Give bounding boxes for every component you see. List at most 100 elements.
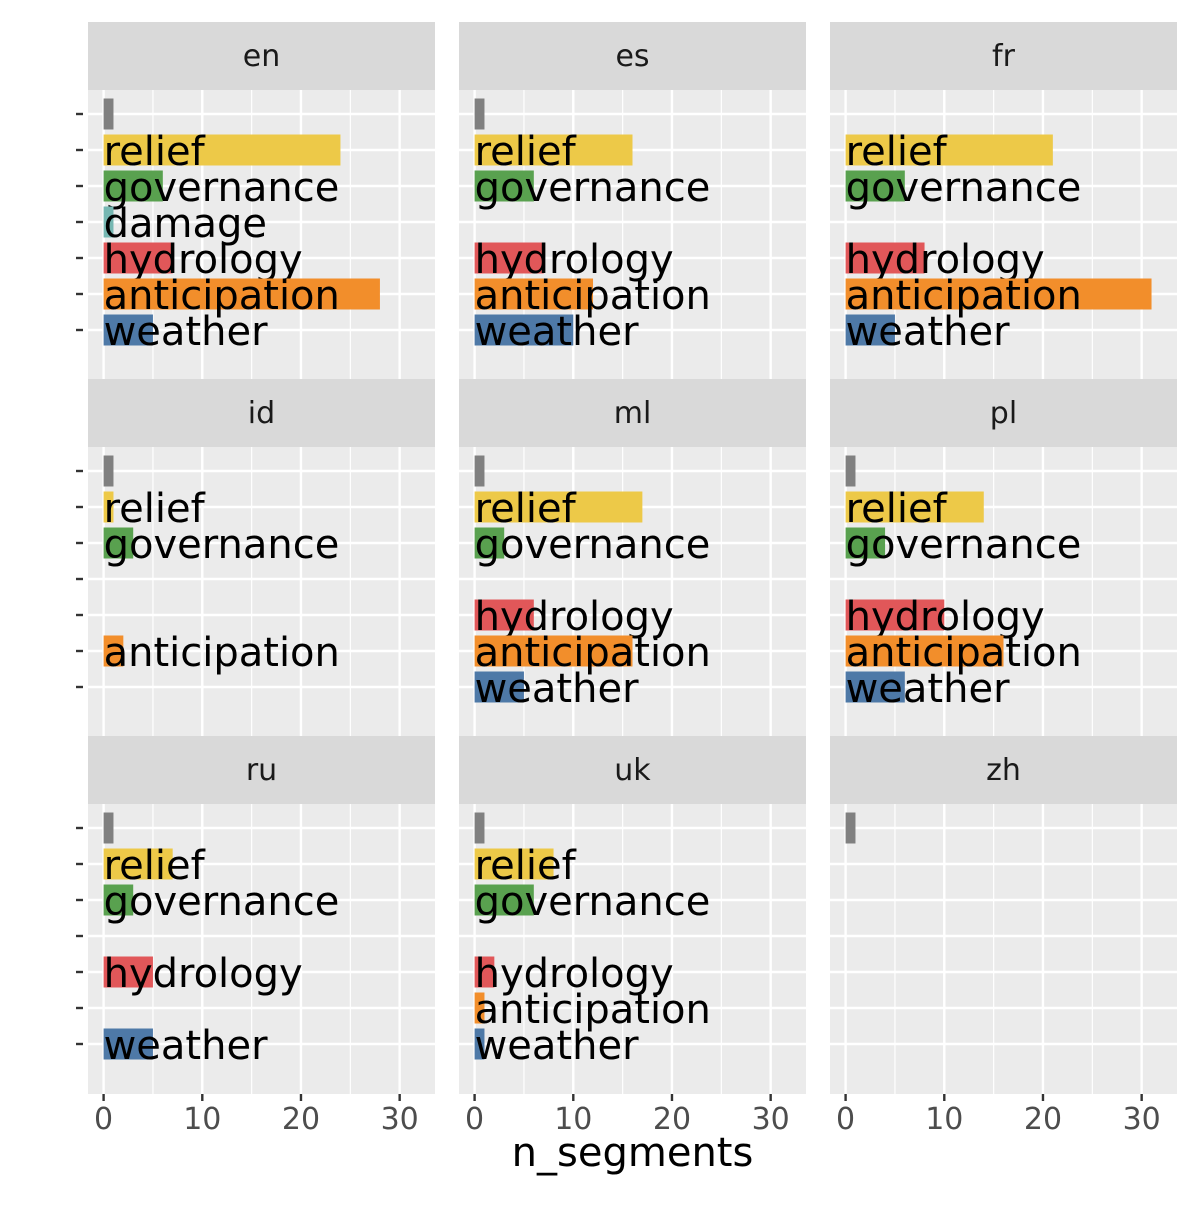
bar-hydrology — [474, 242, 544, 274]
bar-anticipation — [103, 635, 124, 667]
bar-weather — [103, 314, 153, 346]
bar-blank — [103, 812, 114, 844]
bar-weather — [474, 1028, 485, 1060]
bar-weather — [103, 1028, 153, 1060]
x-tick-label: 20 — [282, 1102, 320, 1137]
bar-label-weather: weather — [846, 666, 1010, 712]
bar-label-anticipation: anticipation — [846, 273, 1082, 319]
bar-label-weather: weather — [104, 1023, 268, 1069]
bar-label-relief: relief — [475, 486, 577, 532]
bar-label-anticipation: anticipation — [104, 630, 340, 676]
x-tick-label: 10 — [925, 1102, 963, 1137]
facet-strip-label: ml — [614, 396, 652, 431]
facet-strip — [88, 22, 435, 90]
bar-label-relief: relief — [104, 486, 206, 532]
bar-label-weather: weather — [104, 309, 268, 355]
bar-label-hydrology: hydrology — [475, 951, 674, 997]
x-tick-label: 20 — [1024, 1102, 1062, 1137]
bar-label-relief: relief — [475, 129, 577, 175]
bar-label-relief: relief — [846, 486, 948, 532]
bar-relief — [103, 491, 114, 523]
facet-strip-label: id — [248, 396, 275, 431]
facet-strip — [459, 22, 806, 90]
bar-label-governance: governance — [475, 165, 711, 211]
bar-anticipation — [103, 278, 380, 310]
bar-blank — [845, 455, 856, 487]
facet-strip — [830, 22, 1177, 90]
bar-anticipation — [845, 278, 1152, 310]
facet-strip-label: uk — [614, 753, 651, 788]
bar-weather — [845, 314, 895, 346]
facet-panel-zh: zh 0 10 20 30 — [830, 736, 1177, 1137]
bar-governance — [103, 527, 134, 559]
x-tick-label: 10 — [183, 1102, 221, 1137]
bar-relief — [103, 848, 173, 880]
bar-label-relief: relief — [475, 843, 577, 889]
bar-blank — [474, 455, 485, 487]
bar-relief — [845, 134, 1053, 166]
facet-strip-label: fr — [992, 39, 1016, 74]
bar-label-governance: governance — [104, 165, 340, 211]
facet-strip — [459, 379, 806, 447]
facet-strip-label: ru — [246, 753, 277, 788]
bar-label-weather: weather — [846, 309, 1010, 355]
bar-label-hydrology: hydrology — [104, 237, 303, 283]
bar-governance — [103, 170, 163, 202]
bar-damage — [103, 206, 114, 238]
bar-blank — [474, 812, 485, 844]
x-tick-label: 0 — [94, 1102, 113, 1137]
bar-label-governance: governance — [846, 522, 1082, 568]
bar-label-anticipation: anticipation — [475, 630, 711, 676]
bar-hydrology — [474, 956, 495, 988]
bar-label-hydrology: hydrology — [475, 237, 674, 283]
bar-label-anticipation: anticipation — [104, 273, 340, 319]
bar-label-anticipation: anticipation — [475, 273, 711, 319]
facet-strip-label: zh — [986, 753, 1021, 788]
facet-strip-label: en — [243, 39, 280, 74]
bar-label-governance: governance — [475, 522, 711, 568]
x-tick-label: 20 — [653, 1102, 691, 1137]
bar-hydrology — [103, 956, 153, 988]
panel-background — [88, 447, 435, 737]
bar-weather — [845, 671, 905, 703]
facet-panel-en: en reliefgovernancedamagehydrologyanticip… — [76, 22, 435, 380]
bar-label-hydrology: hydrology — [846, 237, 1045, 283]
bar-hydrology — [103, 242, 173, 274]
x-tick-label: 0 — [836, 1102, 855, 1137]
bar-governance — [845, 527, 886, 559]
bar-hydrology — [845, 599, 945, 631]
x-axis-title: n_segments — [512, 1130, 754, 1176]
bar-anticipation — [474, 992, 485, 1024]
bar-label-relief: relief — [104, 129, 206, 175]
bar-label-anticipation: anticipation — [475, 987, 711, 1033]
bar-label-governance: governance — [104, 522, 340, 568]
bar-label-anticipation: anticipation — [846, 630, 1082, 676]
bar-governance — [474, 170, 534, 202]
facet-strip — [830, 736, 1177, 804]
panel-background — [830, 804, 1177, 1094]
bar-blank — [103, 98, 114, 130]
bar-label-governance: governance — [104, 879, 340, 925]
bar-governance — [103, 884, 134, 916]
bar-relief — [474, 134, 633, 166]
bar-label-weather: weather — [475, 1023, 639, 1069]
bar-weather — [474, 671, 524, 703]
bar-label-damage: damage — [104, 201, 267, 247]
bar-label-hydrology: hydrology — [475, 594, 674, 640]
facet-strip-label: es — [615, 39, 649, 74]
bar-label-hydrology: hydrology — [846, 594, 1045, 640]
bar-label-governance: governance — [475, 879, 711, 925]
bar-label-governance: governance — [846, 165, 1082, 211]
bar-label-weather: weather — [475, 666, 639, 712]
bar-hydrology — [474, 599, 534, 631]
facet-strip — [830, 379, 1177, 447]
bar-weather — [474, 314, 574, 346]
bar-governance — [845, 170, 905, 202]
bar-blank — [103, 455, 114, 487]
